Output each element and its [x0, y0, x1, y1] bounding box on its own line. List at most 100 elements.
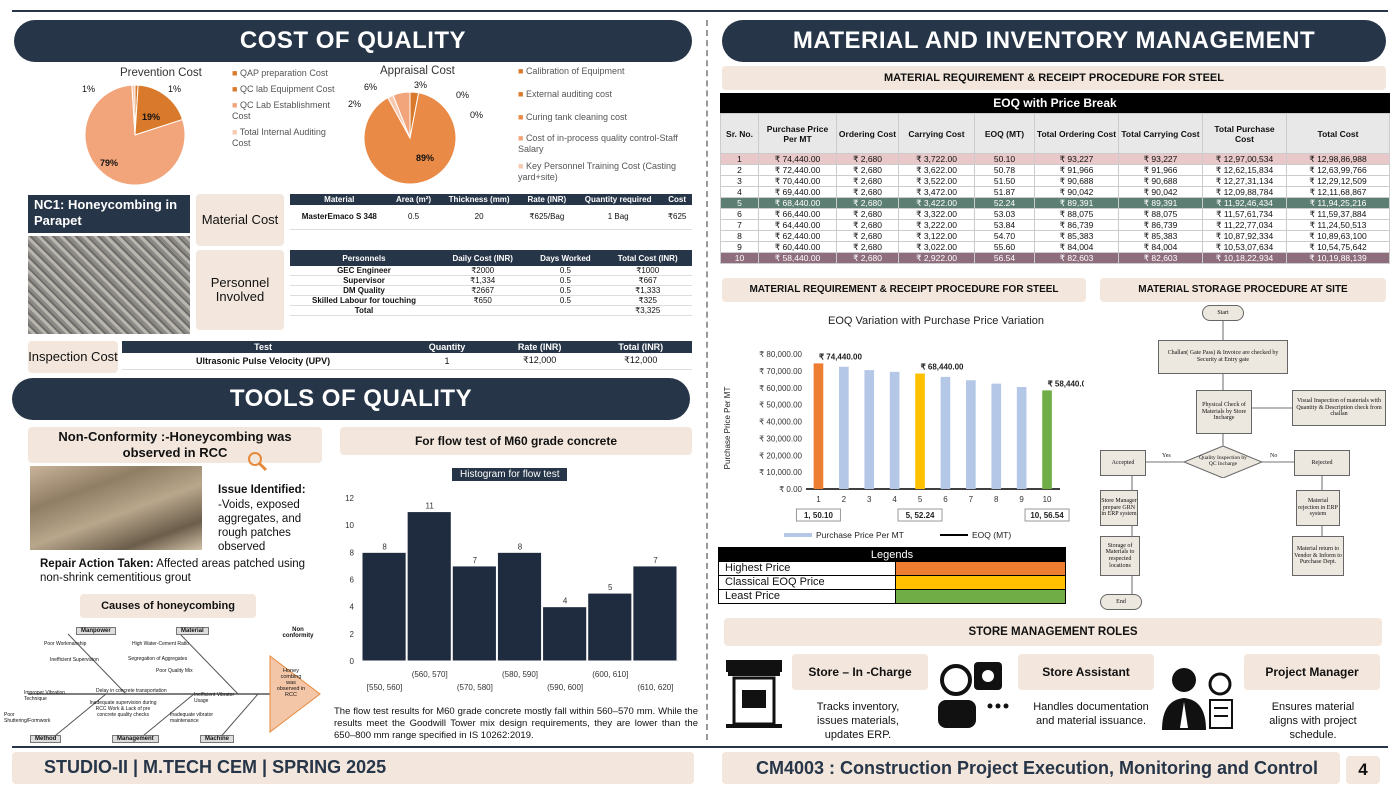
fishbone-cause: Delay in concrete transportation [96, 688, 167, 694]
hist-bar-label: 4 [563, 597, 568, 606]
eoq-x-tick: 10 [1043, 495, 1052, 504]
eoq-chart: EOQ Variation with Purchase Price Variat… [723, 315, 1084, 540]
appraisal-legend-item: ■ External auditing cost [518, 89, 612, 99]
eoq-cell: ₹ 62,440.00 [758, 230, 837, 242]
appraisal-slice [363, 92, 457, 185]
td: ₹625 [662, 205, 692, 230]
personnel-cell [527, 305, 604, 316]
eoq-row: 3 ₹ 70,440.00 ₹ 2,680 ₹ 3,522.00 51.50 ₹ 90,6… [720, 175, 1390, 187]
personnel-cell: ₹1000 [603, 266, 692, 276]
eoq-table: Sr. No. Purchase Price Per MT Ordering C… [720, 113, 1390, 264]
eoq-cell: ₹ 90,042 [1034, 186, 1119, 198]
fishbone-diagram [28, 633, 321, 741]
flow-storage: Storage of Materials to respected locati… [1100, 536, 1140, 576]
eoq-cell: ₹ 89,391 [1118, 197, 1203, 209]
eoq-chart-ylabel: Purchase Price Per MT [723, 387, 732, 470]
eoq-cell: 7 [720, 219, 759, 231]
fishbone-cause: Poor Workmanship [44, 641, 87, 647]
hist-bar [632, 565, 678, 662]
hist-y-tick: 10 [345, 521, 354, 530]
eoq-cell: 51.50 [974, 175, 1035, 187]
top-rule [12, 10, 1388, 12]
fishbone-cause: Improper Vibration Technique [24, 690, 66, 702]
legends-table: Legends Highest Price Classical EOQ Pric… [718, 547, 1066, 604]
fishbone-cause: Inadequate vibrator maintenance [170, 712, 214, 724]
eoq-bar [1042, 390, 1052, 489]
personnel-cell: 0.5 [527, 285, 604, 296]
fishbone-head: Honey combing was observed in RCC [276, 668, 306, 698]
eoq-cell: 3 [720, 175, 759, 187]
eoq-cell: 50.10 [974, 153, 1035, 165]
histogram-title: Histogram for flow test [452, 468, 568, 481]
eoq-bar [813, 363, 824, 489]
inspection-cost-label: Inspection Cost [28, 341, 118, 373]
prevention-legend-item: ■ QAP preparation Cost [232, 68, 328, 78]
footer-left-bar [12, 752, 694, 784]
td: ₹625/Bag [519, 205, 574, 230]
eoq-cell: ₹ 2,680 [836, 197, 899, 209]
eoq-bar [1016, 387, 1027, 489]
hist-x-tick: (610, 620] [637, 683, 673, 692]
personnel-cell: Total [290, 305, 438, 316]
eoq-point-label-box: 5, 52.24 [897, 508, 943, 522]
honeycomb-parapet-photo [28, 236, 190, 334]
eoq-row: 4 ₹ 69,440.00 ₹ 2,680 ₹ 3,472.00 51.87 ₹ 90,0… [720, 186, 1390, 198]
fishbone-cause: Segregation of Aggregates [128, 656, 188, 662]
legend-swatch [895, 576, 1065, 589]
eoq-row: 8 ₹ 62,440.00 ₹ 2,680 ₹ 3,122.00 54.70 ₹ 85,3… [720, 230, 1390, 242]
eoq-cell: 9 [720, 241, 759, 253]
eoq-cell: ₹ 85,383 [1034, 230, 1119, 242]
eoq-y-tick: ₹ 80,000.00 [759, 350, 802, 359]
th: Area (m²) [388, 194, 439, 205]
role-desc-store-incharge: Tracks inventory, issues materials, upda… [816, 701, 900, 741]
appraisal-legend: ■ Calibration of Equipment ■ External au… [518, 66, 696, 183]
prevention-label-4: 79% [100, 158, 119, 168]
eoq-cell: ₹ 12,62,15,834 [1202, 164, 1287, 176]
eoq-cell: ₹ 10,18,22,934 [1202, 252, 1287, 264]
eoq-cell: 53.84 [974, 219, 1035, 231]
eoq-cell: ₹ 11,57,61,734 [1202, 208, 1287, 220]
th: Daily Cost (INR) [437, 250, 528, 266]
eoq-y-tick: ₹ 70,000.00 [759, 367, 802, 376]
personnel-row: Supervisor ₹1,334 0.5 ₹667 [290, 275, 692, 286]
appraisal-label-6: 89% [416, 153, 435, 163]
eoq-cell: ₹ 68,440.00 [758, 197, 837, 209]
fishbone-cat-material: Material [176, 627, 209, 635]
personnel-row: Skilled Labour for touching ₹650 0.5 ₹325 [290, 295, 692, 306]
personnel-row: GEC Engineer ₹2000 0.5 ₹1000 [290, 266, 692, 276]
appraisal-legend-item: ■ Calibration of Equipment [518, 66, 625, 76]
fishbone-cause: Poor Quality Mix [156, 668, 193, 674]
flow-end: End [1100, 594, 1142, 610]
nc1-title: NC1: Honeycombing in Parapet [28, 195, 190, 233]
eoq-cell: ₹ 3,722.00 [898, 153, 975, 165]
personnel-cell: Supervisor [290, 275, 438, 286]
eoq-cell: ₹ 85,383 [1118, 230, 1203, 242]
appraisal-pie [363, 91, 457, 185]
material-cost-table: Material Area (m²) Thickness (mm) Rate (INR… [290, 194, 692, 230]
fishbone-cat-management: Management [112, 735, 159, 743]
tools-of-quality-banner: TOOLS OF QUALITY [12, 378, 690, 420]
flow-physical-check: Physical Check of Materials by Store Inc… [1196, 390, 1252, 434]
appraisal-slice [392, 91, 411, 139]
personnel-cell: ₹325 [603, 295, 692, 306]
personnel-row: DM Quality ₹2667 0.5 ₹1,333 [290, 285, 692, 296]
fishbone-cause: Inadequate supervision during RCC Work &… [89, 700, 157, 718]
personnel-cell: ₹2000 [437, 266, 528, 276]
th: Cost [662, 194, 692, 205]
eoq-x-tick: 6 [943, 495, 948, 504]
th: Rate (INR) [519, 194, 574, 205]
eoq-cell: 1 [720, 153, 759, 165]
eoq-x-tick: 9 [1019, 495, 1024, 504]
role-desc-project-manager: Ensures material aligns with project sch… [1269, 701, 1357, 741]
eoq-bar-label: ₹ 68,440.00 [921, 363, 964, 372]
th: Total Purchase Cost [1202, 113, 1287, 154]
footer-left: STUDIO-II | M.TECH CEM | SPRING 2025 [44, 757, 387, 777]
prevention-label-3: 19% [142, 112, 161, 122]
eoq-row: 2 ₹ 72,440.00 ₹ 2,680 ₹ 3,622.00 50.78 ₹ 91,9… [720, 164, 1390, 176]
eoq-cell: ₹ 3,322.00 [898, 208, 975, 220]
prevention-cost-title: Prevention Cost [120, 67, 202, 79]
eoq-cell: 53.03 [974, 208, 1035, 220]
hist-y-tick: 6 [350, 576, 355, 585]
repair-desc: Affected areas patched using non-shrink … [40, 558, 306, 584]
eoq-cell: ₹ 10,54,75,642 [1286, 241, 1390, 253]
